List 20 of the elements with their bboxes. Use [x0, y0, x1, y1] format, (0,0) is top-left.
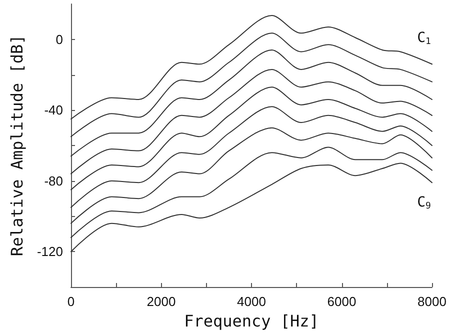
line-series — [70, 106, 432, 208]
line-series — [70, 49, 432, 157]
line-series — [70, 14, 432, 120]
line-series — [70, 68, 432, 174]
y-tick-label: -80 — [44, 173, 63, 188]
y-tick-label: -120 — [36, 244, 63, 260]
x-tick-label: 8000 — [418, 294, 446, 309]
y-tick-label: 0 — [56, 32, 63, 47]
y-axis-title: Relative Amplitude [dB] — [8, 34, 26, 256]
x-axis-title: Frequency [Hz] — [184, 312, 319, 330]
y-tick-label: -40 — [44, 102, 63, 118]
line-series — [70, 127, 432, 224]
line-series — [70, 86, 432, 190]
x-tick-label: 2000 — [146, 294, 176, 309]
x-tick-label: 4000 — [237, 294, 266, 309]
line-series — [70, 162, 432, 252]
line-series — [70, 146, 432, 238]
x-tick-label: 0 — [67, 294, 75, 309]
line-series — [70, 32, 432, 138]
x-tick-label: 6000 — [327, 294, 356, 309]
